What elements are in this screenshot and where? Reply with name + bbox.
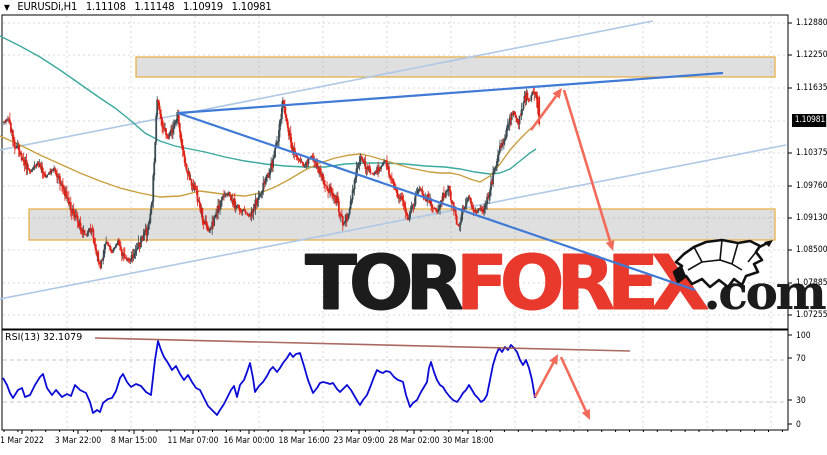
- price-axis-label: 1.09760: [796, 181, 827, 191]
- support-zone: [28, 208, 776, 241]
- channel-lower: [0, 144, 787, 300]
- time-axis-label[interactable]: 23 Mar 09:00: [333, 436, 385, 446]
- time-axis-label[interactable]: 3 Mar 22:00: [54, 436, 102, 446]
- forecast-arrow-rsi-1: [533, 354, 558, 398]
- rsi-indicator-label: RSI(13) 32.1079: [5, 332, 83, 343]
- price-axis-label: 1.07885: [796, 278, 827, 288]
- main-pane-border: [1, 14, 789, 330]
- bull-logo-icon: [672, 238, 773, 289]
- symbol-period-label: EURUSDi,H1: [17, 1, 78, 13]
- ohlc-readout: ▼ EURUSDi,H1 1.11108 1.11148 1.10919 1.1…: [4, 1, 277, 13]
- low-value: 1.10919: [183, 1, 223, 13]
- forecast-arrow-main-2: [562, 89, 615, 251]
- high-value: 1.11148: [134, 1, 175, 13]
- forecast-arrow-main-1: [529, 88, 562, 131]
- price-axis-label: 1.08500: [796, 245, 827, 255]
- close-value: 1.10981: [231, 1, 272, 13]
- ma-fast-line: [0, 123, 537, 198]
- time-axis-label[interactable]: 28 Mar 02:00: [388, 436, 440, 446]
- rsi-axis-label: 100: [796, 331, 811, 341]
- ma-slow-line: [0, 35, 537, 175]
- rsi-pane-border: [1, 329, 789, 431]
- price-axis-label: 1.10375: [796, 148, 827, 158]
- resistance-zone: [135, 56, 776, 78]
- time-axis-label[interactable]: 30 Mar 18:00: [442, 436, 494, 446]
- current-price-tag: 1.10981: [792, 114, 827, 127]
- chevron-down-icon[interactable]: ▼: [4, 3, 10, 12]
- price-axis-label: 1.12250: [796, 50, 827, 60]
- price-axis-label: 1.11635: [796, 83, 827, 93]
- triangle-resistance: [177, 71, 724, 115]
- gridlines: [3, 16, 787, 429]
- bear-candle-bodies: [4, 91, 541, 268]
- forecast-arrow-rsi-2: [559, 356, 590, 420]
- rsi-axis-label: 0: [796, 420, 801, 430]
- bull-candle-bodies: [3, 91, 537, 268]
- watermark-tor: TOR: [305, 238, 464, 327]
- rsi-line: [2, 340, 536, 416]
- rsi-axis-label: 30: [796, 396, 806, 406]
- time-axis-label[interactable]: 1 Mar 2022: [0, 436, 44, 446]
- rsi-axis-label: 70: [796, 354, 806, 364]
- rsi-trendline: [94, 337, 631, 352]
- price-axis-label: 1.09130: [796, 213, 827, 223]
- triangle-breakdown: [177, 111, 696, 292]
- axis-ticks: [3, 22, 792, 434]
- time-axis-label[interactable]: 8 Mar 15:00: [110, 436, 158, 446]
- price-axis-label: 1.07255: [796, 310, 827, 320]
- time-axis-label[interactable]: 16 Mar 00:00: [223, 436, 275, 446]
- open-value: 1.11108: [85, 1, 126, 13]
- price-axis-label: 1.12880: [796, 18, 827, 28]
- watermark-forex: FOREX: [455, 238, 710, 327]
- watermark: TOR FOREX .com: [305, 238, 826, 327]
- time-axis-label[interactable]: 11 Mar 07:00: [167, 436, 219, 446]
- channel-upper: [0, 20, 654, 151]
- time-axis-label[interactable]: 18 Mar 16:00: [278, 436, 330, 446]
